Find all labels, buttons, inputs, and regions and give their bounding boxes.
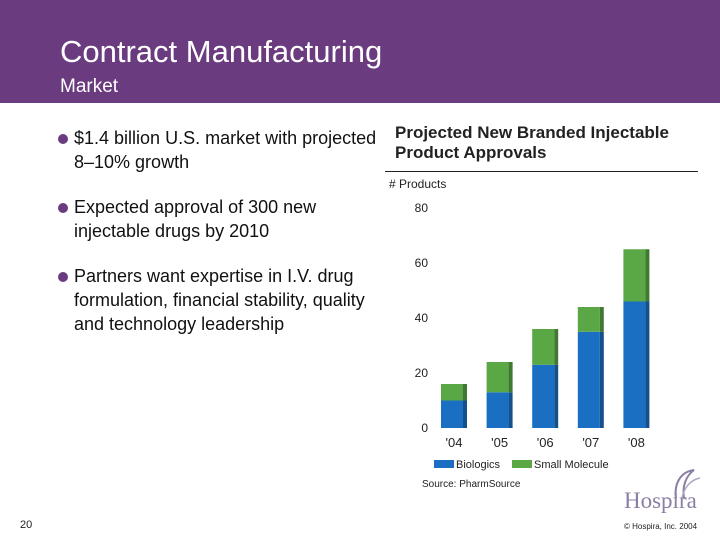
bullet-item: Expected approval of 300 new injectable … bbox=[57, 195, 377, 243]
bar-small-molecule bbox=[623, 249, 646, 302]
bar-side-small-molecule bbox=[645, 249, 650, 302]
y-tick-label: 0 bbox=[421, 421, 428, 435]
logo-swirl-icon bbox=[674, 469, 701, 499]
bar-biologics bbox=[623, 301, 646, 428]
bar-side-biologics bbox=[508, 392, 513, 428]
bar-biologics bbox=[532, 364, 555, 428]
bullet-item: Partners want expertise in I.V. drug for… bbox=[57, 264, 377, 336]
legend-label: Small Molecule bbox=[534, 459, 609, 471]
bullet-text: $1.4 billion U.S. market with projected … bbox=[74, 128, 377, 172]
bullet-text: Partners want expertise in I.V. drug for… bbox=[74, 266, 365, 334]
x-tick-label: '07 bbox=[582, 435, 599, 450]
bar-side-biologics bbox=[645, 301, 650, 428]
bar-side-biologics bbox=[599, 331, 604, 428]
legend-label: Biologics bbox=[456, 459, 501, 471]
legend-swatch bbox=[434, 460, 454, 468]
bar-small-molecule bbox=[577, 307, 600, 332]
y-tick-label: 20 bbox=[415, 366, 429, 380]
bar-biologics bbox=[577, 331, 600, 428]
x-tick-label: '06 bbox=[537, 435, 554, 450]
bullet-list: $1.4 billion U.S. market with projected … bbox=[57, 126, 377, 357]
bar-small-molecule bbox=[486, 362, 509, 393]
bar-side-biologics bbox=[463, 400, 467, 428]
x-tick-label: '08 bbox=[628, 435, 645, 450]
y-tick-label: 60 bbox=[415, 256, 429, 270]
bullet-item: $1.4 billion U.S. market with projected … bbox=[57, 126, 377, 174]
chart-source: Source: PharmSource bbox=[422, 479, 521, 490]
page-number: 20 bbox=[20, 519, 33, 531]
bullet-dot-icon bbox=[58, 272, 68, 282]
slide-title: Contract Manufacturing bbox=[60, 34, 383, 69]
bullet-dot-icon bbox=[58, 134, 68, 144]
bar-side-small-molecule bbox=[463, 384, 467, 401]
bar-small-molecule bbox=[441, 384, 463, 401]
y-tick-label: 40 bbox=[415, 311, 429, 325]
bar-side-biologics bbox=[554, 364, 559, 428]
x-tick-label: '04 bbox=[446, 435, 463, 450]
bar-side-small-molecule bbox=[599, 307, 604, 332]
hospira-logo: Hospira bbox=[624, 468, 702, 518]
bar-small-molecule bbox=[532, 329, 555, 365]
title-banner: Contract Manufacturing Market bbox=[0, 0, 720, 103]
bar-biologics bbox=[441, 400, 463, 428]
chart-title-divider bbox=[385, 171, 698, 172]
legend-swatch bbox=[512, 460, 532, 468]
bullet-dot-icon bbox=[58, 203, 68, 213]
bar-biologics bbox=[486, 392, 509, 428]
bar-side-small-molecule bbox=[554, 329, 559, 365]
slide-subtitle: Market bbox=[60, 76, 119, 97]
bullet-text: Expected approval of 300 new injectable … bbox=[74, 197, 317, 241]
copyright-notice: © Hospira, Inc. 2004 bbox=[624, 522, 698, 531]
y-axis-label: # Products bbox=[389, 177, 447, 191]
bar-side-small-molecule bbox=[508, 362, 513, 393]
chart-title: Projected New Branded Injectable Product… bbox=[395, 123, 669, 162]
logo-text: Hospira bbox=[624, 488, 697, 513]
x-tick-label: '05 bbox=[491, 435, 508, 450]
y-tick-label: 80 bbox=[415, 201, 429, 215]
